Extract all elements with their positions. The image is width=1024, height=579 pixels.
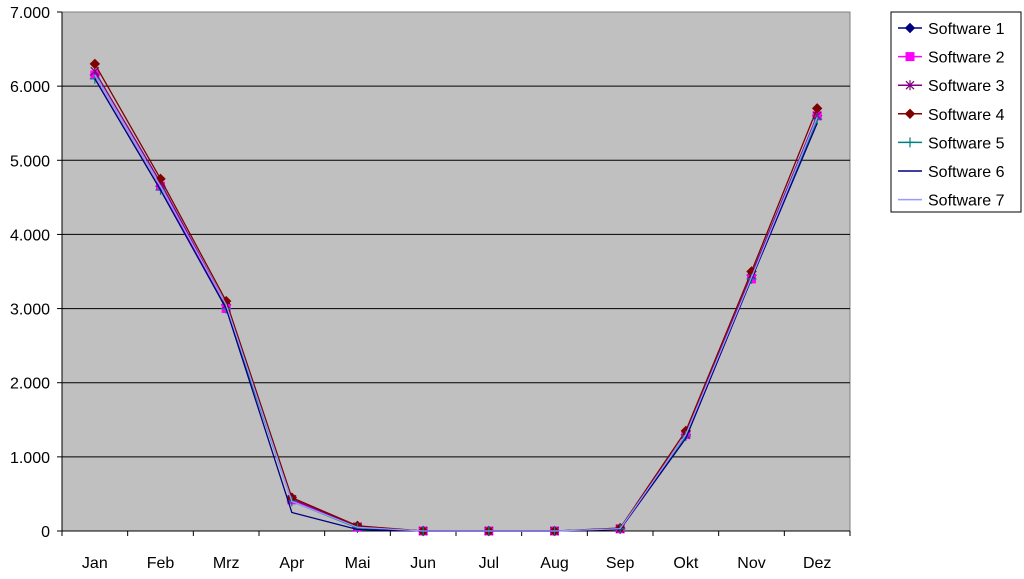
y-tick-label: 4.000 [10,227,50,244]
legend-label: Software 7 [928,193,1005,210]
y-tick-label: 6.000 [10,79,50,96]
y-tick-label: 1.000 [10,450,50,467]
y-tick-label: 3.000 [10,302,50,319]
legend-swatch-marker [904,108,916,120]
x-tick-label: Aug [540,555,568,572]
legend: Software 1 Software 2 Software 3 Software 4… [890,11,1022,213]
gridlines [62,85,850,458]
x-tick-label: Mrz [213,555,240,572]
x-tick-label: Nov [737,555,765,572]
data-point [89,58,101,70]
y-tick-label: 2.000 [10,376,50,393]
plot-area [61,11,851,532]
x-tick-label: Apr [279,555,305,572]
x-tick-label: Sep [606,555,635,572]
x-tick-label: Jul [479,555,499,572]
legend-label: Software 4 [928,107,1005,124]
x-tick-label: Feb [147,555,175,572]
series-7 [94,74,818,532]
x-tick-label: Jun [410,555,436,572]
x-tick-label: Jan [82,555,108,572]
data-point [155,173,166,185]
legend-entry: Software 6 [898,164,1005,181]
x-tick-label: Mai [345,555,371,572]
series-line [94,74,818,532]
series-4 [89,58,823,537]
x-tick-label: Okt [673,555,698,572]
legend-swatch-marker [905,137,915,148]
data-point [812,114,823,125]
legend-entry: Software 5 [898,135,1005,152]
y-tick-label: 5.000 [10,153,50,170]
legend-swatch-marker [905,52,915,62]
legend-swatch-marker [904,22,916,34]
legend-label: Software 3 [928,78,1005,95]
legend-label: Software 1 [928,21,1005,38]
legend-entry: Software 3 [898,78,1005,95]
legend-label: Software 5 [928,135,1005,152]
x-axis: Jan Feb Mrz Apr Mai Jun Jul Aug Sep Okt Nov Dez [61,530,851,572]
legend-entry: Software 4 [898,107,1005,124]
y-tick-label: 7.000 [10,5,50,22]
y-tick-label: 0 [41,524,50,541]
legend-label: Software 2 [928,50,1005,67]
data-point [811,103,823,114]
legend-entry: Software 7 [898,193,1005,210]
legend-label: Software 6 [928,164,1005,181]
x-tick-label: Dez [803,555,831,572]
legend-swatch-marker [905,80,915,91]
legend-entry: Software 1 [898,21,1005,38]
y-axis: 0 1.000 2.000 3.000 4.000 5.000 6.000 7.000 [10,5,63,541]
series-group [89,58,823,537]
legend-entry: Software 2 [898,50,1005,67]
